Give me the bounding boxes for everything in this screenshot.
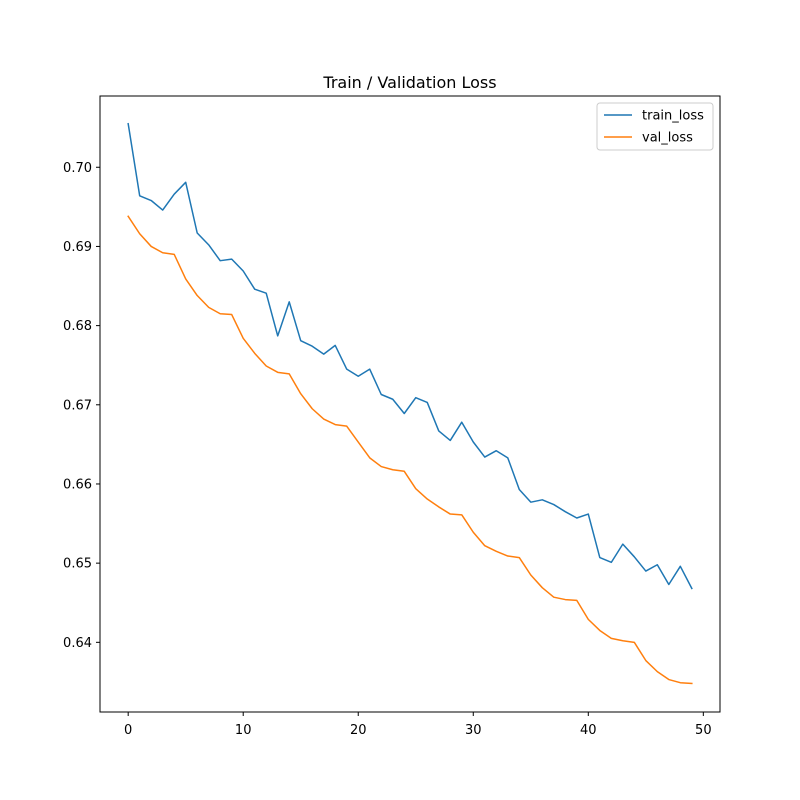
plot-lines <box>127 122 693 685</box>
x-tick-label: 30 <box>465 723 482 738</box>
y-axis: 0.64 0.65 0.66 0.67 0.68 0.69 0.70 <box>63 161 100 651</box>
x-tick-label: 40 <box>580 723 597 738</box>
series-line-train-loss <box>127 122 693 590</box>
x-tick-label: 0 <box>124 723 132 738</box>
y-tick-label: 0.67 <box>63 398 92 413</box>
y-tick-label: 0.65 <box>63 557 92 572</box>
x-axis: 0 10 20 30 40 50 <box>124 712 712 738</box>
legend: train_loss val_loss <box>596 102 714 151</box>
y-tick-label: 0.66 <box>63 477 92 492</box>
x-tick-label: 10 <box>235 723 252 738</box>
chart-title: Train / Validation Loss <box>322 73 496 92</box>
x-tick-label: 20 <box>350 723 367 738</box>
y-tick-label: 0.70 <box>63 161 92 176</box>
y-tick-label: 0.68 <box>63 319 92 334</box>
legend-label-train-loss: train_loss <box>642 109 704 124</box>
y-tick-label: 0.69 <box>63 240 92 255</box>
series-line-val-loss <box>127 215 693 685</box>
axes-frame <box>99 95 721 713</box>
legend-label-val-loss: val_loss <box>642 131 693 146</box>
x-tick-label: 50 <box>695 723 712 738</box>
y-tick-label: 0.64 <box>63 636 92 651</box>
